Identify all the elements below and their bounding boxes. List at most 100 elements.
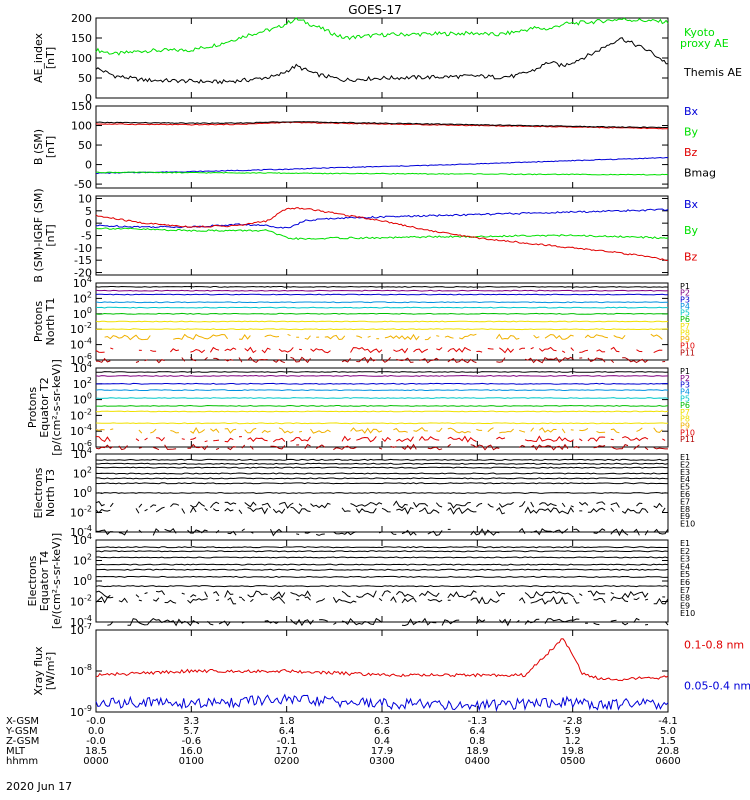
footer-row-value: -0.6: [182, 736, 202, 747]
footer-row-value: 5.7: [183, 726, 199, 737]
channel-e6: [95, 482, 668, 485]
legend-e8: E8: [680, 594, 690, 603]
y-axis-label: Protons: [26, 387, 39, 428]
channel-p1: [95, 285, 669, 288]
series-bz: [95, 121, 669, 130]
series-0-05-0-4-nm: [95, 693, 669, 713]
series-by: [95, 171, 669, 176]
y-tick-label: -20: [74, 267, 92, 280]
series-kyoto: [95, 17, 669, 56]
channel-p9: [105, 334, 668, 339]
channel-e8: [95, 589, 666, 599]
y-tick-label: 104: [73, 275, 92, 290]
y-tick-label: 100: [73, 573, 92, 588]
legend-p11: P11: [680, 435, 695, 444]
footer-row-label: X-GSM: [6, 716, 39, 727]
channel-p5: [95, 306, 668, 309]
y-axis-label: Equator T4: [38, 551, 51, 611]
footer-row-value: 6.6: [374, 726, 390, 737]
series-themis-ae: [95, 37, 668, 85]
y-tick-exponent: -2: [84, 407, 92, 416]
footer-row-value: 19.8: [562, 746, 584, 757]
y-tick-exponent: -4: [84, 423, 92, 432]
legend-e2: E2: [680, 460, 690, 469]
y-tick-exponent: 4: [87, 275, 92, 284]
channel-e1: [95, 546, 668, 549]
y-tick-label: 102: [73, 376, 92, 391]
y-tick-label: 10-2: [70, 594, 92, 609]
y-tick-exponent: -4: [84, 614, 92, 623]
y-tick-exponent: 0: [87, 306, 92, 315]
legend-e3: E3: [680, 555, 690, 564]
channel-p3: [95, 382, 669, 385]
y-axis-label: North T1: [44, 298, 57, 346]
channel-p10: [95, 435, 666, 443]
legend-by: By: [684, 126, 699, 139]
y-axis-label: [nT]: [44, 136, 57, 158]
y-tick-exponent: -9: [84, 704, 92, 713]
y-tick-exponent: -6: [84, 439, 92, 448]
footer-row-value: 0400: [465, 756, 490, 767]
legend-e6: E6: [680, 578, 690, 587]
panel-frame: [95, 539, 669, 623]
y-axis-label: Electrons: [32, 467, 45, 518]
y-tick-label: -10: [74, 242, 92, 255]
footer-row-value: 0100: [179, 756, 204, 767]
channel-e10: [95, 527, 669, 537]
channel-p7: [95, 320, 669, 323]
y-tick-label: -50: [74, 178, 92, 191]
y-tick-label: -5: [81, 230, 92, 243]
legend-0-1-0-8-nm: 0.1-0.8 nm: [684, 638, 744, 651]
legend-line2: proxy AE: [680, 37, 729, 50]
legend-e10: E10: [680, 609, 695, 618]
footer-row-value: 17.9: [371, 746, 393, 757]
y-axis-label: North T3: [44, 469, 57, 517]
legend-p10: P10: [680, 342, 695, 351]
footer-row-value: 0.8: [469, 736, 485, 747]
footer-row-value: -4.1: [658, 716, 678, 727]
y-axis-label: B (SM)-IGRF (SM): [32, 188, 45, 282]
y-tick-label: 100: [71, 120, 92, 133]
y-tick-exponent: -2: [84, 321, 92, 330]
legend-p8: P8: [680, 328, 690, 337]
y-tick-label: 150: [71, 100, 92, 113]
legend-e10: E10: [680, 520, 695, 529]
series-bx: [95, 208, 669, 229]
legend-e6: E6: [680, 490, 690, 499]
y-tick-label: 50: [78, 72, 92, 85]
footer-row-value: 1.8: [279, 716, 295, 727]
footer-row-label: MLT: [6, 746, 26, 757]
series-0-1-0-8-nm: [95, 638, 669, 682]
y-tick-exponent: 2: [87, 553, 92, 562]
y-tick-label: 10: [78, 192, 92, 205]
legend-p9: P9: [680, 335, 690, 344]
channel-p11: [95, 443, 668, 451]
channel-p3: [95, 293, 669, 296]
y-tick-label: 5: [85, 205, 92, 218]
panel-bsm: -50 0 50 100 150 B (SM) [nT] Bx By Bz Bmag: [32, 100, 716, 191]
legend-p7: P7: [680, 408, 690, 417]
series-bx: [95, 156, 669, 174]
y-axis-label: AE_index: [32, 32, 45, 83]
legend-bz: Bz: [684, 251, 698, 264]
y-tick-exponent: -2: [84, 594, 92, 603]
plot-title: GOES-17: [348, 3, 402, 17]
y-tick-label: 10-7: [70, 622, 92, 637]
footer-row-value: 6.4: [469, 726, 485, 737]
channel-p8: [95, 422, 668, 425]
footer-row-value: -2.8: [563, 716, 583, 727]
channel-p6: [96, 404, 669, 407]
legend-0-05-0-4-nm: 0.05-0.4 nm: [684, 679, 750, 692]
legend-p7: P7: [680, 322, 690, 331]
legend-p3: P3: [680, 295, 690, 304]
footer-row-value: 1.2: [565, 736, 581, 747]
y-tick-label: 0: [85, 159, 92, 172]
channel-p7: [95, 410, 669, 413]
channel-e5: [96, 477, 669, 480]
